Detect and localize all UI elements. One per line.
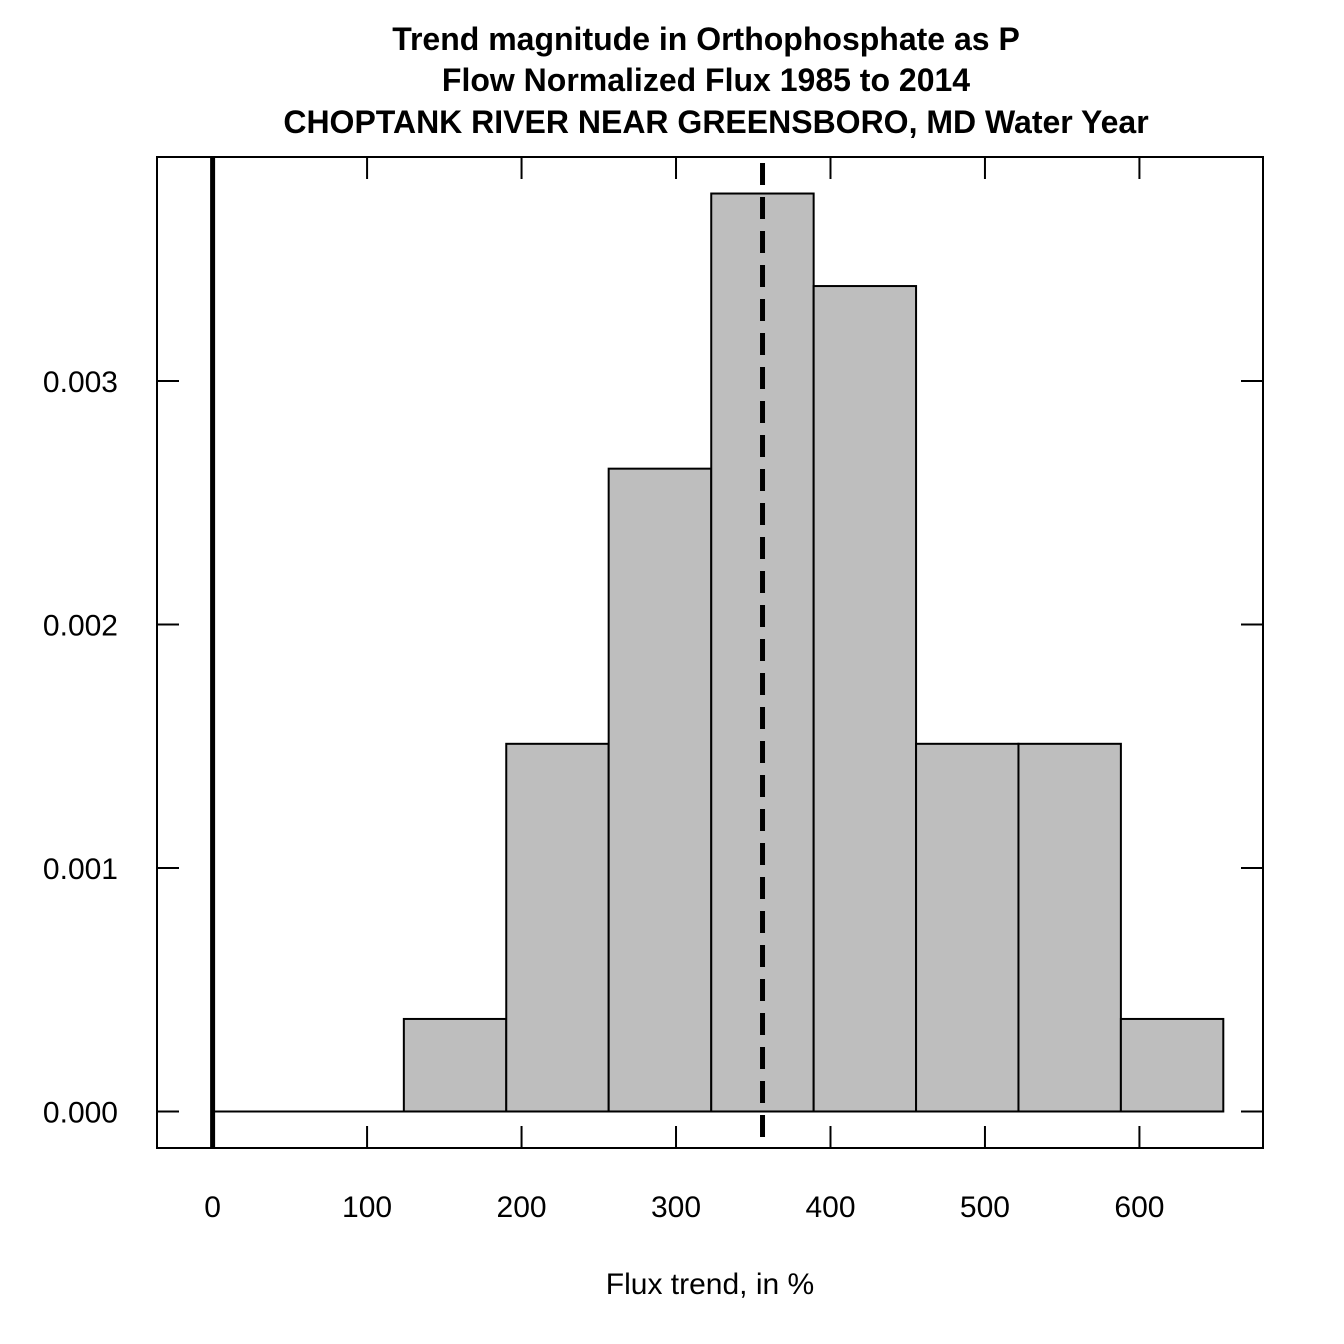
x-tick-label: 400 [805,1191,855,1224]
x-axis-title: Flux trend, in % [606,1268,814,1301]
chart-title: Trend magnitude in Orthophosphate as P F… [283,21,1148,140]
axes: 0 100 200 300 400 500 600 0.000 0.001 0.002 0.003 [43,156,1264,1224]
x-tick-label: 600 [1114,1191,1164,1224]
y-tick-label: 0.003 [43,366,118,399]
histogram-bar-5 [812,285,918,1113]
plot-frame [156,156,1264,1149]
x-tick-label: 300 [651,1191,701,1224]
x-tick-label: 0 [204,1191,221,1224]
x-tick-label: 100 [342,1191,392,1224]
y-tick-label: 0.002 [43,609,118,642]
histogram-bar-3 [607,467,713,1113]
x-tick-label: 200 [497,1191,547,1224]
histogram-bar-1 [402,1017,508,1113]
histogram-bar-6 [915,742,1020,1113]
x-tick-label: 500 [960,1191,1010,1224]
title-line-1: Trend magnitude in Orthophosphate as P [392,21,1020,57]
histogram-bar-7 [1017,742,1122,1113]
histogram-bars [212,192,1225,1113]
reference-lines [210,157,766,1148]
title-line-2: Flow Normalized Flux 1985 to 2014 [442,62,970,98]
y-tick-label: 0.001 [43,853,118,886]
histogram-bar-2 [505,742,610,1113]
histogram-bar-8 [1119,1017,1225,1113]
y-tick-label: 0.000 [43,1096,118,1129]
title-line-3: CHOPTANK RIVER NEAR GREENSBORO, MD Water… [283,104,1148,140]
